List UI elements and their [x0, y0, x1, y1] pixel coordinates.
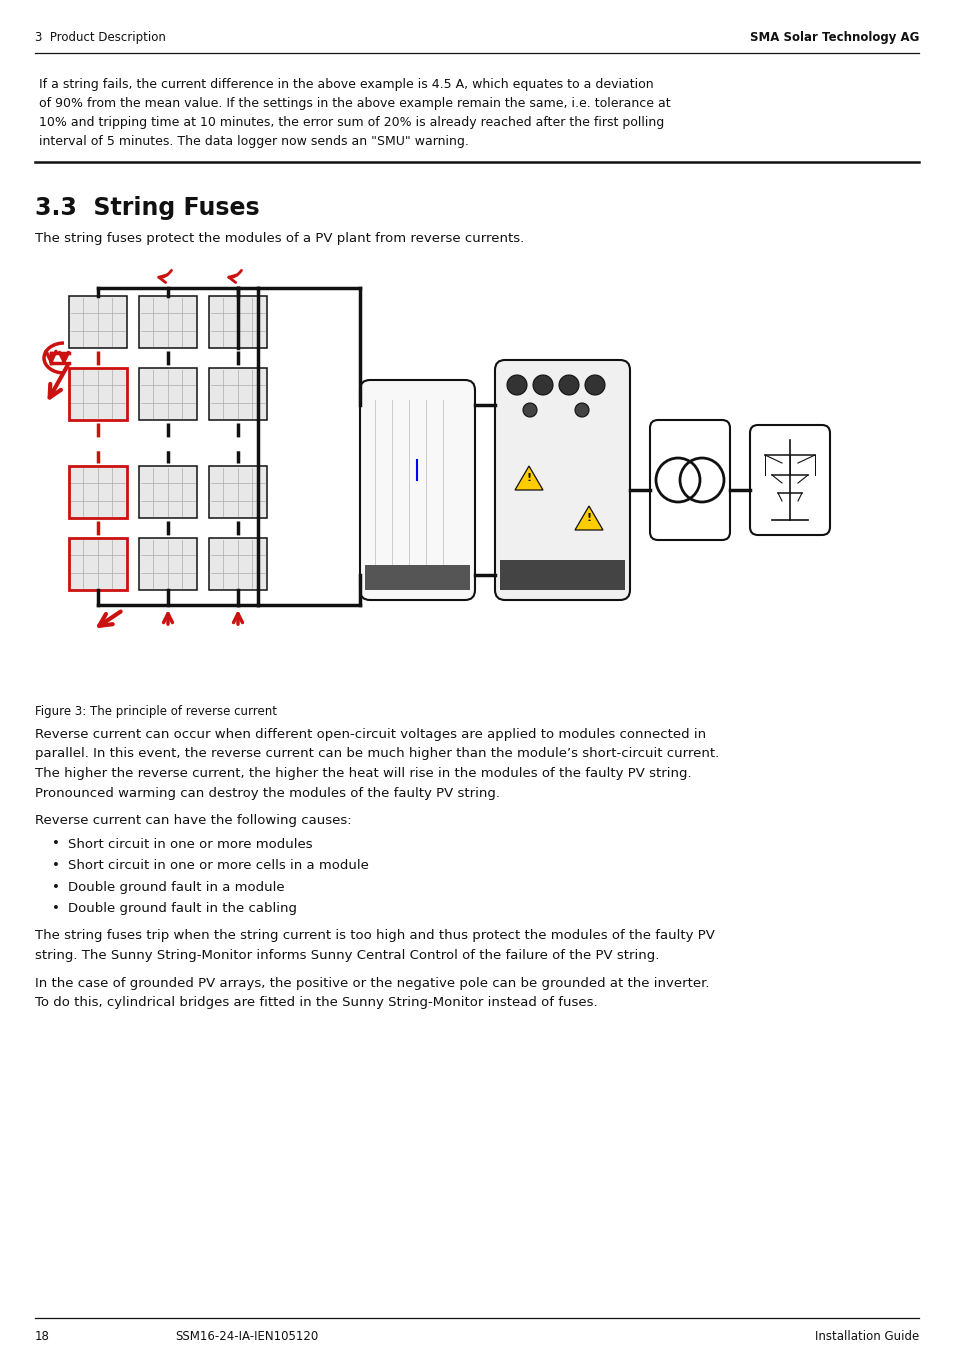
Text: 3  Product Description: 3 Product Description [35, 31, 166, 45]
Text: 18: 18 [35, 1330, 50, 1344]
Circle shape [575, 403, 588, 416]
Bar [69, 538, 127, 589]
Text: The string fuses protect the modules of a PV plant from reverse currents.: The string fuses protect the modules of … [35, 233, 524, 245]
Circle shape [522, 403, 537, 416]
Circle shape [558, 375, 578, 395]
Text: Short circuit in one or more cells in a module: Short circuit in one or more cells in a … [68, 859, 369, 872]
FancyBboxPatch shape [649, 420, 729, 539]
Text: The string fuses trip when the string current is too high and thus protect the m: The string fuses trip when the string cu… [35, 930, 714, 942]
Text: •: • [52, 837, 60, 850]
Bar [69, 296, 127, 347]
Text: To do this, cylindrical bridges are fitted in the Sunny String-Monitor instead o: To do this, cylindrical bridges are fitt… [35, 996, 597, 1009]
Text: Reverse current can have the following causes:: Reverse current can have the following c… [35, 814, 352, 827]
Bar [139, 466, 196, 518]
Text: string. The Sunny String-Monitor informs Sunny Central Control of the failure of: string. The Sunny String-Monitor informs… [35, 949, 659, 963]
Circle shape [584, 375, 604, 395]
Bar [139, 296, 196, 347]
FancyBboxPatch shape [359, 380, 475, 600]
Bar [499, 560, 624, 589]
Text: parallel. In this event, the reverse current can be much higher than the module’: parallel. In this event, the reverse cur… [35, 748, 719, 760]
Bar [69, 368, 127, 420]
FancyBboxPatch shape [749, 425, 829, 535]
Text: SSM16-24-IA-IEN105120: SSM16-24-IA-IEN105120 [174, 1330, 318, 1344]
Text: !: ! [586, 512, 591, 523]
Bar [209, 368, 267, 420]
Text: •: • [52, 880, 60, 894]
Text: Installation Guide: Installation Guide [814, 1330, 918, 1344]
Circle shape [533, 375, 553, 395]
FancyBboxPatch shape [495, 360, 629, 600]
Bar [209, 296, 267, 347]
Text: •: • [52, 902, 60, 915]
Text: Pronounced warming can destroy the modules of the faulty PV string.: Pronounced warming can destroy the modul… [35, 787, 499, 799]
Text: Double ground fault in a module: Double ground fault in a module [68, 880, 284, 894]
Text: 10% and tripping time at 10 minutes, the error sum of 20% is already reached aft: 10% and tripping time at 10 minutes, the… [35, 116, 663, 128]
Text: The higher the reverse current, the higher the heat will rise in the modules of : The higher the reverse current, the high… [35, 767, 691, 780]
Text: •: • [52, 859, 60, 872]
Bar [69, 466, 127, 518]
Text: In the case of grounded PV arrays, the positive or the negative pole can be grou: In the case of grounded PV arrays, the p… [35, 976, 709, 990]
Circle shape [506, 375, 526, 395]
Text: of 90% from the mean value. If the settings in the above example remain the same: of 90% from the mean value. If the setti… [35, 97, 670, 110]
Text: Double ground fault in the cabling: Double ground fault in the cabling [68, 902, 296, 915]
Text: 3.3  String Fuses: 3.3 String Fuses [35, 196, 259, 220]
Text: interval of 5 minutes. The data logger now sends an "SMU" warning.: interval of 5 minutes. The data logger n… [35, 135, 468, 147]
Bar [209, 538, 267, 589]
Bar [139, 538, 196, 589]
Bar [139, 368, 196, 420]
Polygon shape [515, 466, 542, 489]
Bar [209, 466, 267, 518]
Text: Figure 3: The principle of reverse current: Figure 3: The principle of reverse curre… [35, 704, 276, 718]
Bar [365, 565, 470, 589]
Text: Reverse current can occur when different open-circuit voltages are applied to mo: Reverse current can occur when different… [35, 727, 705, 741]
Text: SMA Solar Technology AG: SMA Solar Technology AG [749, 31, 918, 45]
Text: Short circuit in one or more modules: Short circuit in one or more modules [68, 837, 313, 850]
Text: !: ! [526, 473, 531, 483]
Text: If a string fails, the current difference in the above example is 4.5 A, which e: If a string fails, the current differenc… [35, 78, 653, 91]
Polygon shape [575, 506, 602, 530]
